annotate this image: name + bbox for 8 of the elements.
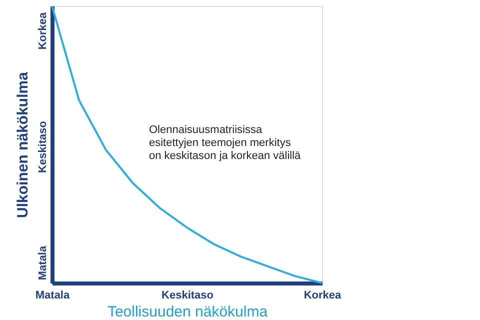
y-axis-title: Ulkoinen näkökulma	[14, 71, 32, 218]
text: Keskitaso	[37, 120, 49, 173]
x-tick-label: Matala	[35, 290, 70, 302]
annotation: Olennaisuusmatriisissa esitettyjen teemojen merkitys on keskitason ja korkean välillä	[149, 124, 302, 162]
x-axis-title: Teollisuuden näkökulma	[107, 304, 268, 320]
x-tick-label: Korkea	[304, 290, 342, 302]
x-tick-label: Keskitaso	[162, 290, 214, 302]
text: Korkea	[37, 11, 49, 50]
